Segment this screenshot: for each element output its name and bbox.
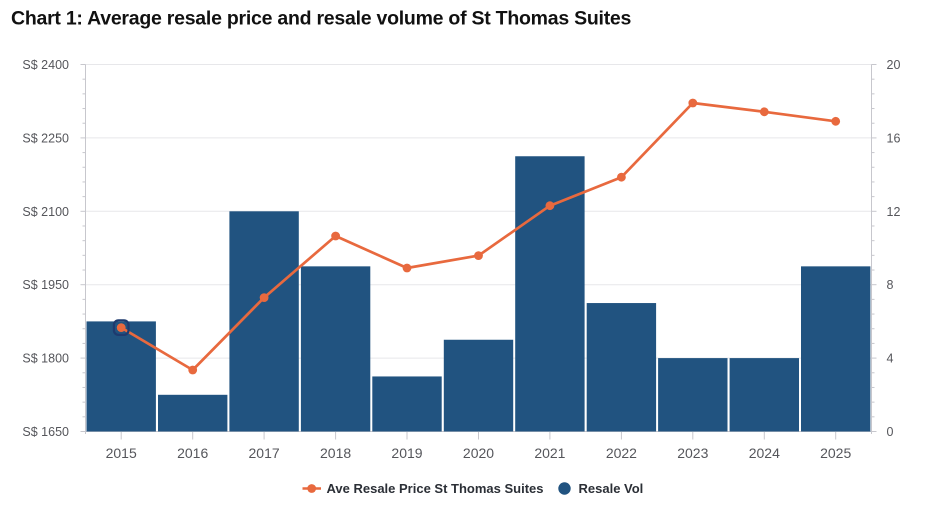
svg-text:16: 16 — [887, 131, 901, 145]
svg-text:0: 0 — [887, 425, 894, 439]
svg-text:8: 8 — [887, 278, 894, 292]
svg-text:S$ 2250: S$ 2250 — [22, 131, 69, 145]
svg-text:2024: 2024 — [749, 445, 780, 461]
svg-text:2015: 2015 — [106, 445, 137, 461]
svg-text:2017: 2017 — [249, 445, 280, 461]
svg-text:2021: 2021 — [534, 445, 565, 461]
svg-text:20: 20 — [887, 58, 901, 72]
svg-text:12: 12 — [887, 205, 901, 219]
svg-text:4: 4 — [887, 352, 894, 366]
svg-text:S$ 2100: S$ 2100 — [22, 205, 69, 219]
svg-text:Ave Resale Price St Thomas Sui: Ave Resale Price St Thomas Suites — [327, 481, 544, 496]
svg-text:2020: 2020 — [463, 445, 494, 461]
svg-text:S$ 1650: S$ 1650 — [22, 425, 69, 439]
svg-text:Resale Vol: Resale Vol — [579, 481, 644, 496]
svg-text:2023: 2023 — [677, 445, 708, 461]
svg-text:2018: 2018 — [320, 445, 351, 461]
svg-text:2025: 2025 — [820, 445, 851, 461]
svg-text:S$ 1950: S$ 1950 — [22, 278, 69, 292]
svg-text:2019: 2019 — [391, 445, 422, 461]
svg-text:2022: 2022 — [606, 445, 637, 461]
svg-text:S$ 2400: S$ 2400 — [22, 58, 69, 72]
svg-text:Chart 1: Average resale price: Chart 1: Average resale price and resale… — [11, 8, 632, 30]
svg-text:S$ 1800: S$ 1800 — [22, 352, 69, 366]
svg-text:2016: 2016 — [177, 445, 208, 461]
